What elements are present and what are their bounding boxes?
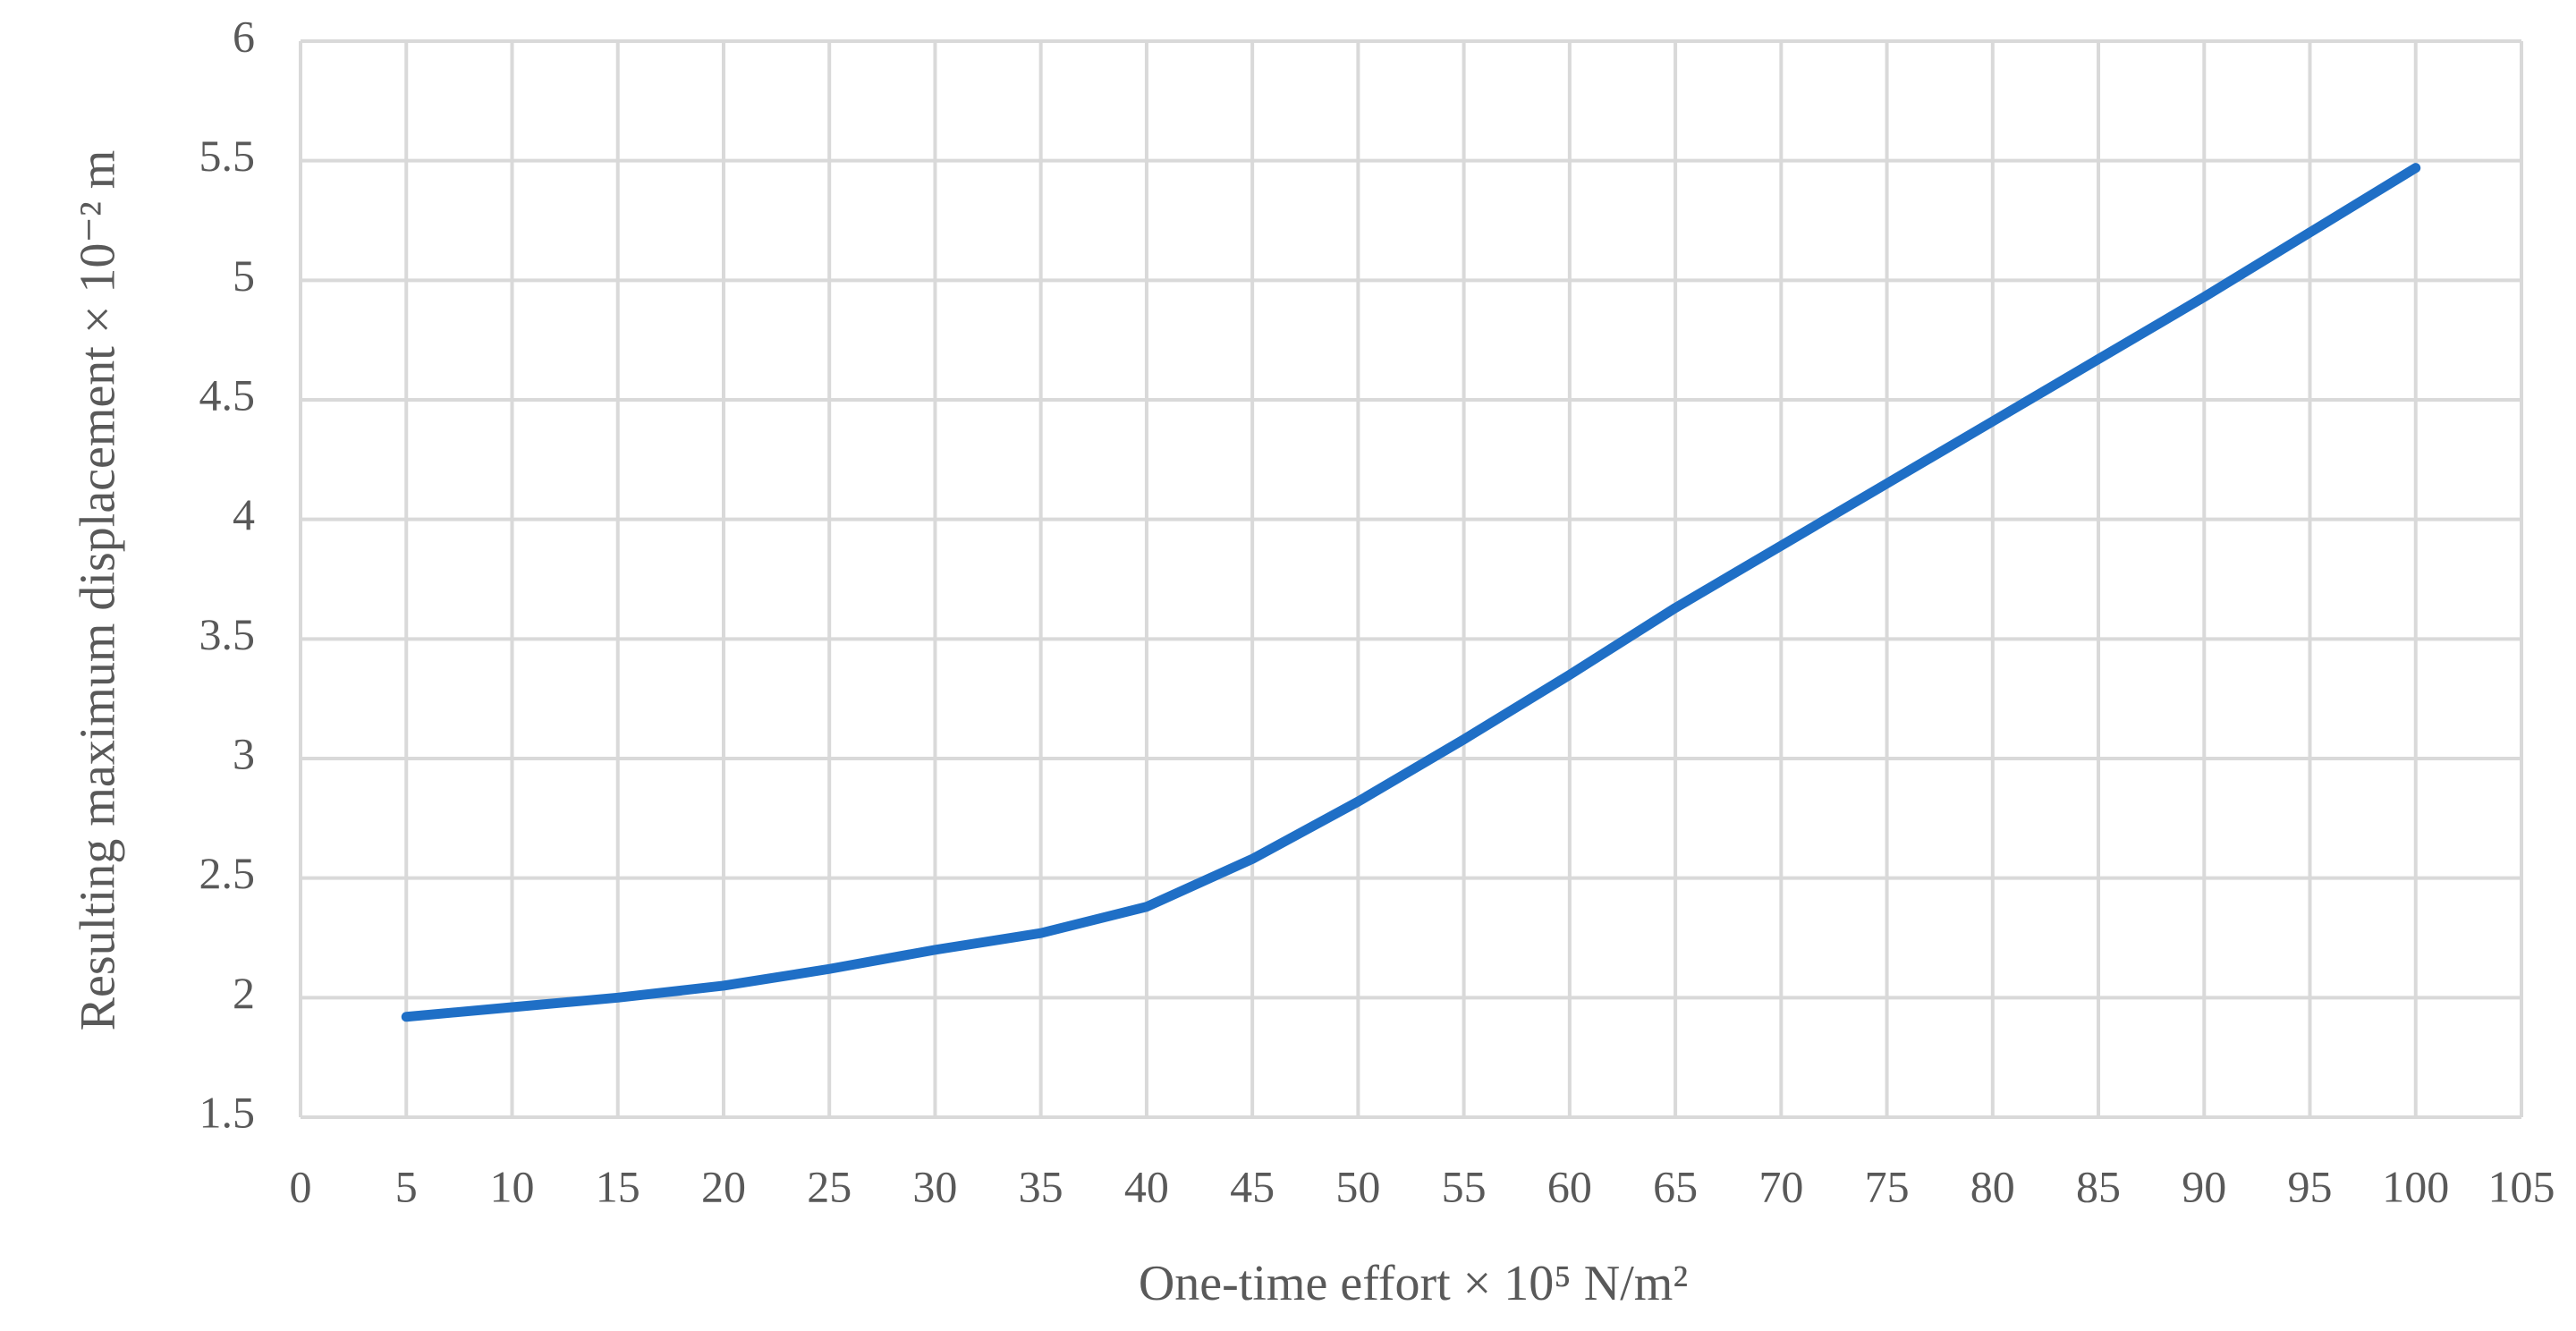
data-line: [401, 163, 2421, 1022]
y-tick-label: 4: [233, 489, 255, 539]
y-tick-label: 4.5: [199, 369, 256, 420]
x-tick-label: 40: [1124, 1161, 1169, 1211]
x-tick-label: 75: [1865, 1161, 1910, 1211]
y-tick-label: 1.5: [199, 1087, 256, 1137]
x-tick-label: 0: [290, 1161, 312, 1211]
x-tick-label: 105: [2488, 1161, 2555, 1211]
x-tick-label: 65: [1653, 1161, 1698, 1211]
x-axis-title: One-time effort × 10⁵ N/m²: [1139, 1256, 1688, 1311]
y-tick-label: 5.5: [199, 131, 256, 181]
y-tick-label: 6: [233, 11, 255, 61]
y-axis-title: Resulting maximum displacement × 10⁻² m: [70, 149, 126, 1031]
x-tick-label: 60: [1547, 1161, 1592, 1211]
x-tick-label: 90: [2182, 1161, 2226, 1211]
y-tick-label: 3: [233, 728, 255, 778]
x-tick-label: 20: [701, 1161, 746, 1211]
x-tick-label: 55: [1442, 1161, 1487, 1211]
x-tick-label: 70: [1758, 1161, 1803, 1211]
x-tick-label: 10: [489, 1161, 534, 1211]
x-tick-label: 35: [1019, 1161, 1063, 1211]
y-tick-label: 3.5: [199, 609, 256, 659]
x-tick-label: 45: [1230, 1161, 1275, 1211]
y-tick-label: 5: [233, 250, 255, 301]
x-tick-label: 95: [2288, 1161, 2333, 1211]
x-tick-label: 100: [2382, 1161, 2449, 1211]
x-tick-label: 25: [807, 1161, 852, 1211]
y-tick-label: 2: [233, 968, 255, 1018]
x-tick-label: 30: [912, 1161, 957, 1211]
x-tick-label: 50: [1335, 1161, 1380, 1211]
x-tick-label: 85: [2076, 1161, 2121, 1211]
x-tick-label: 5: [395, 1161, 418, 1211]
x-tick-label: 80: [1970, 1161, 2015, 1211]
x-tick-label: 15: [596, 1161, 640, 1211]
y-tick-label: 2.5: [199, 848, 256, 898]
